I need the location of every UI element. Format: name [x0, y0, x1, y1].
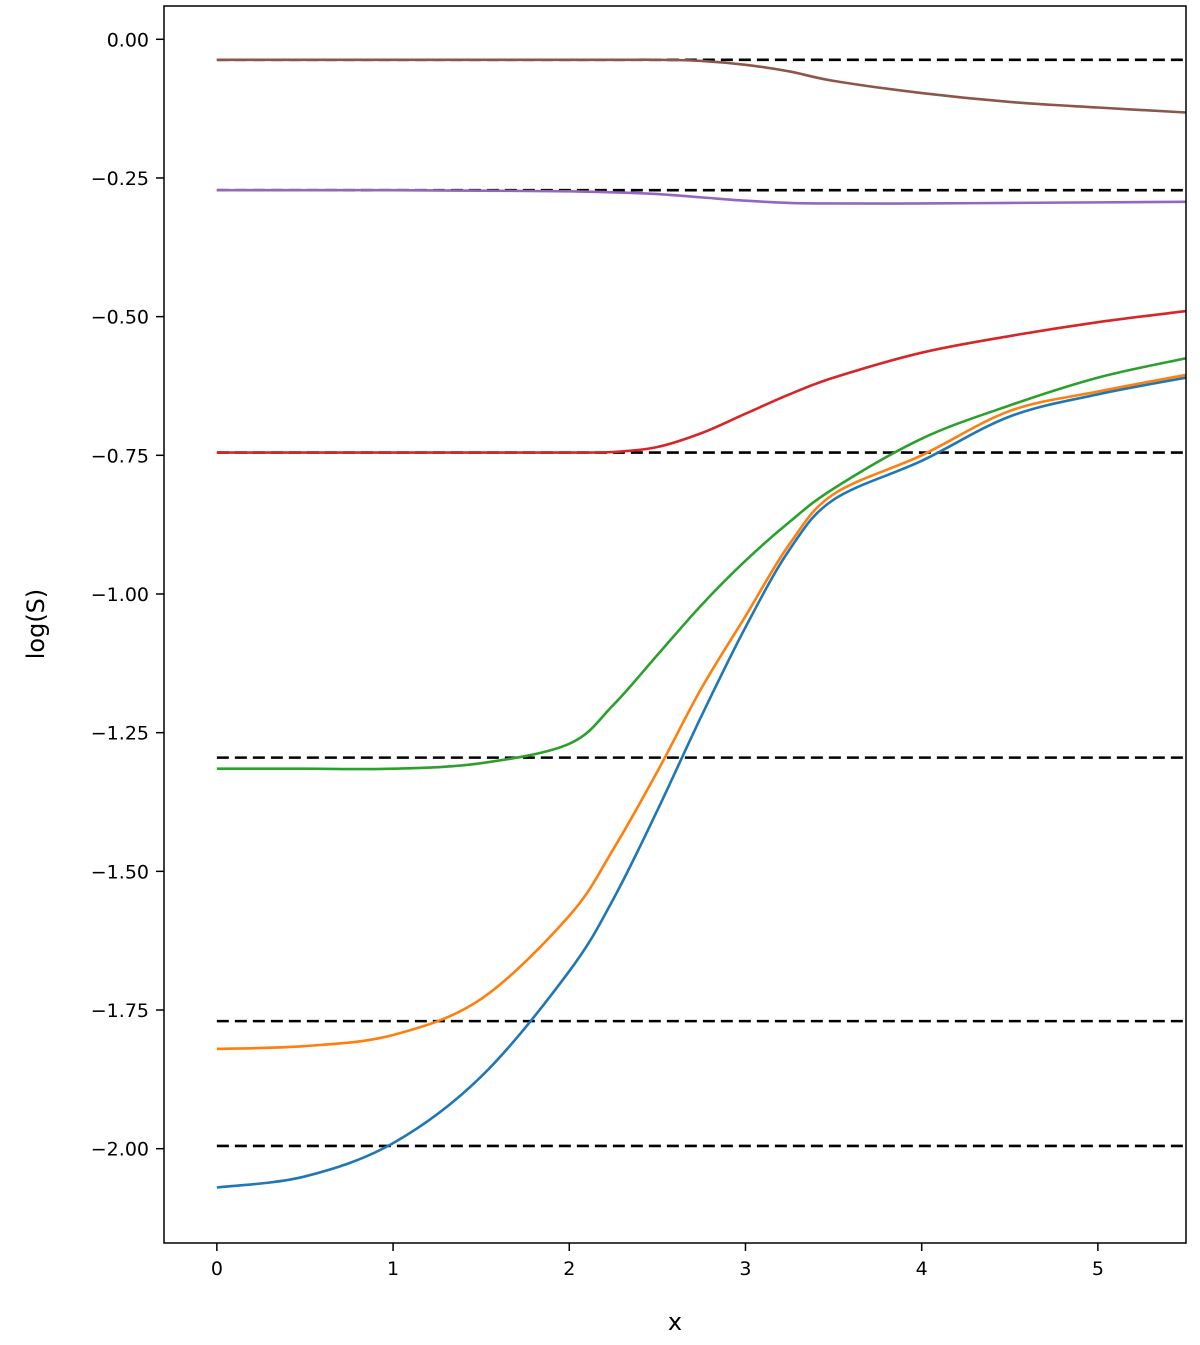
series-4-line [216, 309, 1186, 454]
x-axis-label: x [668, 1308, 682, 1336]
y-tick-label: −1.00 [91, 584, 149, 606]
series-2-line [216, 373, 1186, 1051]
x-tick-label: 1 [387, 1258, 399, 1280]
x-tick-label: 5 [1092, 1258, 1104, 1280]
x-tick-label: 2 [563, 1258, 575, 1280]
y-tick-label: −1.25 [91, 723, 149, 745]
x-axis: 0 1 2 3 4 5 [211, 1243, 1104, 1280]
y-tick-label: −0.75 [91, 445, 149, 467]
y-tick-label: 0.00 [107, 29, 149, 51]
y-tick-label: −2.00 [91, 1139, 149, 1161]
x-tick-label: 3 [739, 1258, 751, 1280]
series-5-line [216, 188, 1186, 205]
series-3-line [216, 356, 1186, 771]
series-1-line [216, 376, 1186, 1189]
y-tick-label: −0.50 [91, 307, 149, 329]
y-tick-label: −1.75 [91, 1000, 149, 1022]
plot-frame [163, 5, 1187, 1244]
y-axis: 0.00 −0.25 −0.50 −0.75 −1.00 −1.25 −1.50 −1.75 −… [91, 29, 164, 1161]
reference-lines [216, 58, 1186, 1148]
series-lines [216, 58, 1186, 1189]
y-tick-label: −1.50 [91, 861, 149, 883]
series-6-line [216, 58, 1186, 114]
x-tick-label: 0 [211, 1258, 223, 1280]
x-tick-label: 4 [916, 1258, 928, 1280]
y-axis-label: log(S) [22, 589, 50, 660]
y-tick-label: −0.25 [91, 168, 149, 190]
